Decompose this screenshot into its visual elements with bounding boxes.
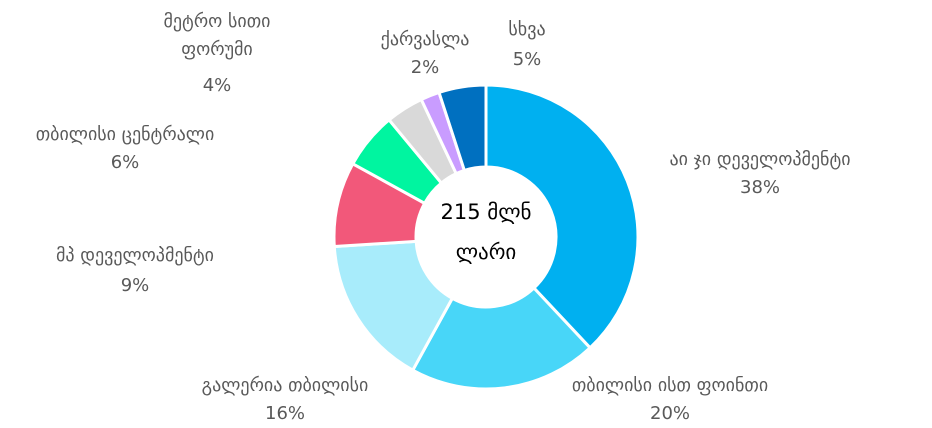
donut-slice [437,83,488,173]
donut-slice [410,285,593,391]
center-text: ლარი [455,240,517,264]
slice-label: მეტრო სითი ფორუმი [163,11,271,60]
slice-value: 6% [110,152,140,173]
slice-label: ქარვასლა [380,29,470,50]
slice-value: 20% [649,403,691,424]
slice-value: 16% [264,403,306,424]
donut-slice [484,83,640,350]
slice-value: 38% [739,177,781,198]
slice-label: მპ დეველოპმენტი [56,245,214,266]
slice-label: თბილისი ცენტრალი [35,124,215,145]
slice-value: 2% [410,57,440,78]
slice-value: 9% [120,275,150,296]
slice-label: სხვა [508,19,546,40]
slice-label: გალერია თბილისი [201,375,369,396]
center-text: 215 მლნ [440,200,532,224]
slice-label: აი ჯი დეველოპმენტი [669,149,851,170]
slice-value: 4% [202,75,232,96]
slice-value: 5% [512,49,542,70]
slice-label: თბილისი ისთ ფოინთი [571,375,769,396]
